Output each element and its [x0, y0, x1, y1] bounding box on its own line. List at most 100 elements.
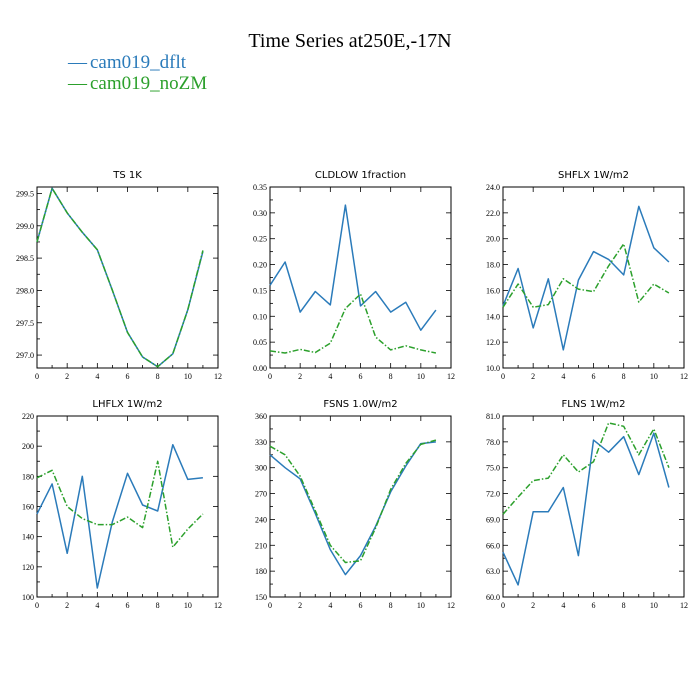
series-line-nozm	[36, 460, 204, 548]
y-tick-label: 75.0	[486, 464, 500, 473]
panel-title: TS 1K	[112, 170, 142, 181]
x-tick-label: 6	[126, 601, 130, 610]
panel-title: FSNS 1.0W/m2	[323, 399, 397, 410]
y-tick-label: 0.00	[253, 364, 267, 373]
panel-4: FSNS 1.0W/m2 0 2 4 6 8 10 12 150 180 210 240 270 300 3…	[255, 399, 455, 610]
y-tick-label: 200	[22, 442, 34, 451]
x-tick-label: 8	[156, 372, 160, 381]
x-tick-label: 2	[65, 372, 69, 381]
y-tick-label: 210	[255, 541, 267, 550]
x-tick-label: 10	[184, 601, 192, 610]
y-tick-label: 22.0	[486, 209, 500, 218]
y-tick-label: 63.0	[486, 567, 500, 576]
y-tick-label: 240	[255, 515, 267, 524]
y-tick-label: 100	[22, 593, 34, 602]
y-tick-label: 330	[255, 438, 267, 447]
y-tick-label: 18.0	[486, 261, 500, 270]
panel-3: LHFLX 1W/m2 0 2 4 6 8 10 12 100 120 140 160 180 200 22…	[22, 399, 222, 610]
x-tick-label: 6	[126, 372, 130, 381]
panel-1: CLDLOW 1fraction 0 2 4 6 8 10 12 0.00 0.05 0.10 0.1…	[253, 170, 455, 381]
y-tick-label: 69.0	[486, 515, 500, 524]
y-tick-label: 180	[22, 472, 34, 481]
x-tick-label: 2	[531, 372, 535, 381]
series-line-nozm	[502, 422, 670, 515]
x-tick-label: 6	[592, 372, 596, 381]
x-tick-label: 0	[35, 601, 39, 610]
x-tick-label: 12	[214, 601, 222, 610]
x-tick-label: 8	[389, 601, 393, 610]
panel-title: SHFLX 1W/m2	[558, 170, 629, 181]
panels: TS 1K 0 2 4 6 8 10 12 297.0 297.5 298.0 298.5 299.0 2…	[16, 170, 688, 610]
y-tick-label: 160	[22, 503, 34, 512]
series-line-dflt	[269, 441, 436, 576]
series-line-nozm	[269, 293, 437, 354]
series-line-nozm	[502, 243, 670, 308]
panel-title: FLNS 1W/m2	[561, 399, 625, 410]
series-line-nozm	[269, 439, 437, 564]
y-tick-label: 298.0	[16, 286, 34, 295]
x-tick-label: 10	[650, 601, 658, 610]
x-tick-label: 12	[680, 372, 688, 381]
x-tick-label: 6	[359, 372, 363, 381]
x-tick-label: 12	[214, 372, 222, 381]
x-tick-label: 2	[298, 372, 302, 381]
y-tick-label: 120	[22, 563, 34, 572]
x-tick-label: 6	[359, 601, 363, 610]
x-tick-label: 12	[447, 601, 455, 610]
y-tick-label: 0.10	[253, 312, 267, 321]
series-line-dflt	[269, 204, 437, 331]
x-tick-label: 0	[501, 372, 505, 381]
y-tick-label: 0.05	[253, 338, 267, 347]
x-tick-label: 2	[65, 601, 69, 610]
y-tick-label: 270	[255, 490, 267, 499]
y-tick-label: 140	[22, 533, 34, 542]
x-tick-label: 2	[298, 601, 302, 610]
y-tick-label: 16.0	[486, 286, 500, 295]
panel-5: FLNS 1W/m2 0 2 4 6 8 10 12 60.0 63.0 66.0 69.0 72.0 7…	[486, 399, 688, 610]
y-tick-label: 78.0	[486, 438, 500, 447]
x-tick-label: 4	[95, 372, 99, 381]
y-tick-label: 20.0	[486, 235, 500, 244]
y-tick-label: 60.0	[486, 593, 500, 602]
panel-title: CLDLOW 1fraction	[315, 170, 406, 181]
y-tick-label: 66.0	[486, 541, 500, 550]
x-tick-label: 8	[622, 372, 626, 381]
x-tick-label: 0	[268, 601, 272, 610]
series-line-dflt	[36, 443, 203, 589]
x-tick-label: 12	[680, 601, 688, 610]
legend: — cam019_dflt — cam019_noZM	[67, 52, 207, 94]
legend-label-dflt: cam019_dflt	[90, 52, 187, 73]
x-tick-label: 0	[268, 372, 272, 381]
plot-frame	[502, 186, 685, 369]
y-tick-label: 0.30	[253, 209, 267, 218]
y-tick-label: 0.25	[253, 235, 267, 244]
x-tick-label: 4	[328, 601, 332, 610]
y-tick-label: 150	[255, 593, 267, 602]
panel-title: LHFLX 1W/m2	[92, 399, 162, 410]
x-tick-label: 8	[156, 601, 160, 610]
legend-symbol-dflt: —	[67, 52, 88, 73]
y-tick-label: 180	[255, 567, 267, 576]
y-tick-label: 81.0	[486, 412, 500, 421]
y-tick-label: 297.0	[16, 351, 34, 360]
panel-2: SHFLX 1W/m2 0 2 4 6 8 10 12 10.0 12.0 14.0 16.0 18.0…	[486, 170, 688, 381]
legend-symbol-nozm: —	[67, 73, 88, 94]
y-tick-label: 360	[255, 412, 267, 421]
x-tick-label: 4	[95, 601, 99, 610]
y-tick-label: 220	[22, 412, 34, 421]
y-tick-label: 297.5	[16, 319, 34, 328]
series-line-nozm	[36, 187, 204, 368]
plot-frame	[269, 186, 452, 369]
y-tick-label: 10.0	[486, 364, 500, 373]
x-tick-label: 6	[592, 601, 596, 610]
x-tick-label: 10	[650, 372, 658, 381]
series-line-dflt	[502, 432, 670, 586]
x-tick-label: 4	[561, 601, 565, 610]
panel-0: TS 1K 0 2 4 6 8 10 12 297.0 297.5 298.0 298.5 299.0 2…	[16, 170, 222, 381]
figure-title: Time Series at250E,-17N	[248, 30, 451, 52]
x-tick-label: 8	[389, 372, 393, 381]
y-tick-label: 12.0	[486, 338, 500, 347]
y-tick-label: 299.0	[16, 222, 34, 231]
y-tick-label: 0.20	[253, 261, 267, 270]
